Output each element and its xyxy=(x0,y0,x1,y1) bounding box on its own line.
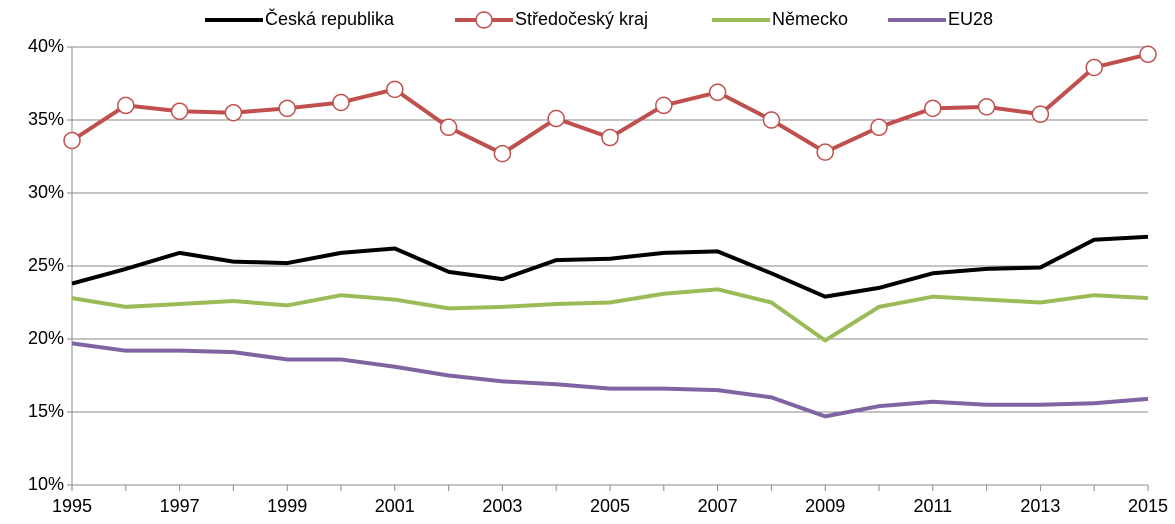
point xyxy=(332,93,350,112)
x-tick-label: 2009 xyxy=(805,496,845,516)
y-tick-label: 20% xyxy=(28,328,64,348)
x-tick-label: 2005 xyxy=(590,496,630,516)
point xyxy=(1085,58,1103,77)
legend-label: Německo xyxy=(772,9,848,29)
point xyxy=(547,109,565,128)
series-line xyxy=(71,287,1149,343)
point xyxy=(601,128,619,147)
legend-label: EU28 xyxy=(948,9,993,29)
y-tick-label: 25% xyxy=(28,255,64,275)
series-line xyxy=(71,234,1149,299)
legend-marker xyxy=(475,11,493,29)
point xyxy=(170,102,189,120)
point xyxy=(816,143,834,161)
legend-label: Středočeský kraj xyxy=(515,9,648,29)
point xyxy=(870,118,888,137)
point xyxy=(493,144,512,163)
x-tick-label: 2003 xyxy=(482,496,522,516)
x-tick-label: 1995 xyxy=(52,496,92,516)
x-tick-label: 2007 xyxy=(698,496,738,516)
point xyxy=(708,83,727,102)
y-tick-label: 15% xyxy=(28,401,64,421)
series-line xyxy=(71,341,1149,419)
x-tick-label: 1999 xyxy=(267,496,307,516)
point xyxy=(977,98,996,116)
point xyxy=(63,131,81,150)
point xyxy=(1139,45,1157,64)
y-tick-label: 10% xyxy=(28,474,64,494)
x-tick-label: 2015 xyxy=(1128,496,1168,516)
x-tick-label: 1997 xyxy=(160,496,200,516)
point xyxy=(117,96,135,115)
point xyxy=(224,103,243,122)
point xyxy=(762,111,781,129)
point xyxy=(1031,105,1050,123)
y-tick-label: 35% xyxy=(28,109,64,129)
y-tick-label: 30% xyxy=(28,182,64,202)
x-tick-label: 2001 xyxy=(375,496,415,516)
point xyxy=(924,99,942,118)
point xyxy=(655,96,673,115)
x-tick-label: 2013 xyxy=(1020,496,1060,516)
point xyxy=(439,118,458,137)
point xyxy=(278,99,296,118)
legend-label: Česká republika xyxy=(265,8,395,29)
y-tick-label: 40% xyxy=(28,36,64,56)
x-tick-label: 2011 xyxy=(913,496,952,516)
point xyxy=(386,80,404,99)
